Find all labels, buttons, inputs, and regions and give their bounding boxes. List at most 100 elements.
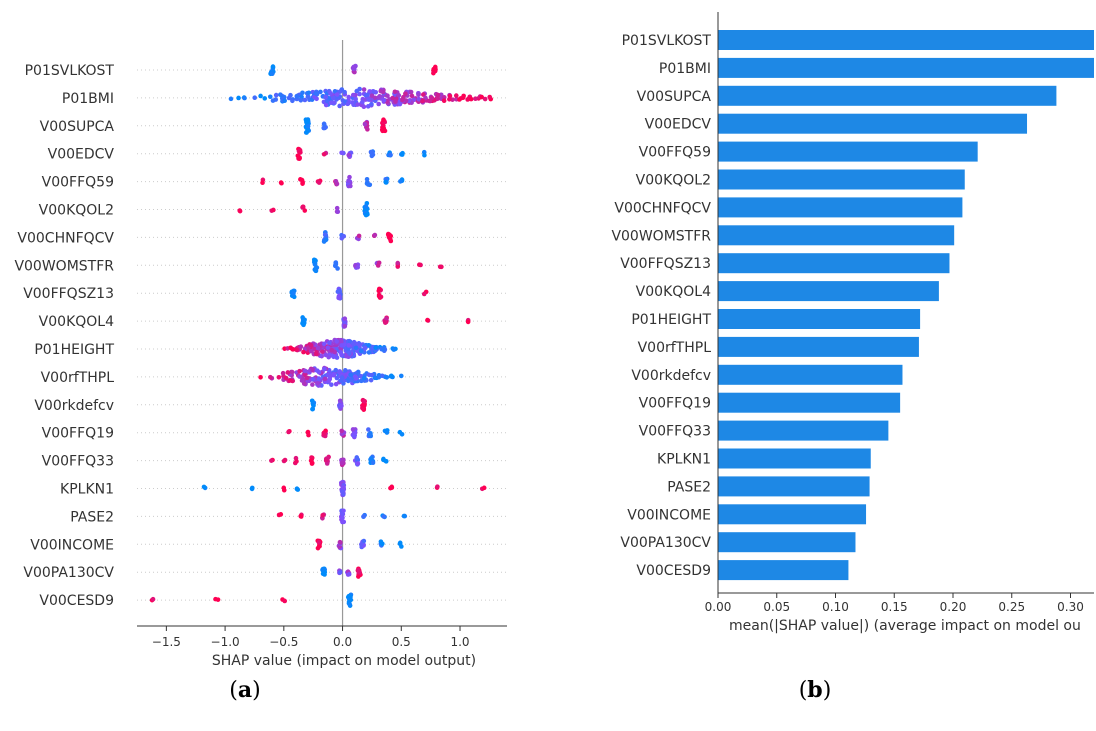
category-label: PASE2 — [667, 479, 711, 495]
beeswarm-point — [359, 542, 364, 547]
beeswarm-point — [322, 366, 327, 372]
beeswarm-point — [338, 350, 343, 355]
x-tick-label: 0.15 — [881, 600, 908, 614]
beeswarm-point — [355, 567, 361, 573]
beeswarm-point — [355, 461, 361, 466]
beeswarm-point — [453, 93, 459, 98]
beeswarm-point — [329, 382, 334, 387]
beeswarm-point — [351, 66, 356, 72]
beeswarm-point — [362, 403, 367, 408]
beeswarm-point — [321, 125, 327, 131]
beeswarm-point — [457, 97, 462, 102]
beeswarm-point — [395, 260, 401, 266]
beeswarm-point — [362, 399, 367, 404]
beeswarm-point — [366, 97, 371, 102]
beeswarm-point — [403, 91, 408, 97]
category-label: V00CHNFQCV — [614, 200, 711, 216]
category-label: V00KQOL2 — [636, 173, 711, 189]
feature-label: V00FFQ59 — [42, 175, 114, 191]
beeswarm-point — [315, 345, 321, 351]
feature-label: PASE2 — [70, 509, 114, 525]
feature-label: V00WOMSTFR — [14, 258, 114, 274]
feature-label: V00PA130CV — [23, 565, 114, 581]
beeswarm-point — [341, 492, 346, 497]
category-label: V00rkdefcv — [631, 368, 711, 384]
beeswarm-point — [278, 512, 284, 517]
beeswarm-point — [373, 345, 379, 350]
beeswarm-point — [337, 570, 343, 575]
beeswarm-point — [365, 182, 371, 187]
beeswarm-point — [313, 265, 319, 271]
category-label: V00FFQ19 — [639, 396, 711, 412]
beeswarm-point — [376, 260, 382, 266]
beeswarm-point — [341, 485, 346, 490]
beeswarm-point — [388, 234, 393, 239]
beeswarm-point — [353, 345, 359, 351]
beeswarm-point — [346, 342, 352, 348]
beeswarm-point — [399, 431, 405, 437]
bar — [718, 253, 950, 274]
beeswarm-point — [273, 92, 279, 98]
beeswarm-point — [380, 347, 386, 352]
beeswarm-point — [281, 485, 287, 491]
beeswarm-point — [339, 428, 345, 434]
beeswarm-point — [308, 342, 314, 348]
beeswarm-point — [348, 372, 353, 378]
beeswarm-point — [362, 121, 368, 127]
x-tick-label: −1.0 — [211, 635, 240, 649]
category-label: V00SUPCA — [637, 89, 712, 105]
beeswarm-point — [258, 374, 263, 380]
beeswarm-point — [398, 179, 403, 184]
beeswarm-point — [267, 94, 273, 100]
beeswarm-point — [343, 368, 348, 373]
beeswarm-point — [400, 97, 405, 103]
beeswarm-point — [365, 104, 371, 109]
beeswarm-point — [297, 150, 303, 155]
feature-label: P01HEIGHT — [34, 342, 114, 358]
beeswarm-point — [201, 484, 207, 490]
bar — [718, 532, 856, 553]
beeswarm-point — [479, 94, 485, 100]
beeswarm-point — [300, 181, 305, 186]
beeswarm-point — [237, 208, 243, 214]
beeswarm-point — [337, 288, 342, 294]
beeswarm-point — [435, 92, 441, 98]
feature-label: V00rkdefcv — [34, 398, 114, 414]
beeswarm-point — [294, 486, 300, 492]
feature-label: V00SUPCA — [40, 119, 115, 135]
beeswarm-point — [372, 95, 378, 101]
beeswarm-point — [362, 345, 368, 351]
beeswarm-point — [389, 484, 395, 490]
beeswarm-point — [297, 368, 302, 374]
beeswarm-point — [365, 212, 370, 217]
beeswarm-point — [228, 96, 234, 102]
beeswarm-point — [397, 101, 403, 107]
beeswarm-point — [294, 347, 299, 353]
feature-label: V00FFQSZ13 — [23, 286, 114, 302]
x-tick-label: −0.5 — [269, 635, 298, 649]
category-label: KPLKN1 — [657, 452, 711, 468]
beeswarm-point — [322, 572, 327, 577]
bar — [718, 30, 1094, 50]
beeswarm-point — [249, 485, 255, 491]
beeswarm-point — [346, 593, 352, 599]
beeswarm-point — [353, 375, 359, 381]
beeswarm-point — [361, 87, 367, 92]
category-label: V00FFQ59 — [639, 145, 711, 161]
beeswarm-point — [350, 100, 355, 105]
beeswarm-point — [282, 98, 287, 103]
feature-label: P01SVLKOST — [25, 63, 115, 79]
category-label: P01SVLKOST — [622, 33, 712, 49]
beeswarm-point — [384, 375, 390, 380]
beeswarm-point — [321, 239, 327, 244]
beeswarm-point — [353, 96, 358, 102]
beeswarm-point — [369, 101, 374, 107]
beeswarm-point — [383, 320, 388, 325]
beeswarm-point — [285, 370, 291, 375]
beeswarm-point — [361, 513, 367, 519]
beeswarm-point — [350, 92, 356, 98]
bar — [718, 448, 871, 469]
beeswarm-point — [290, 98, 295, 104]
beeswarm-point — [368, 149, 374, 155]
panel-label-a: (a) — [229, 677, 260, 703]
